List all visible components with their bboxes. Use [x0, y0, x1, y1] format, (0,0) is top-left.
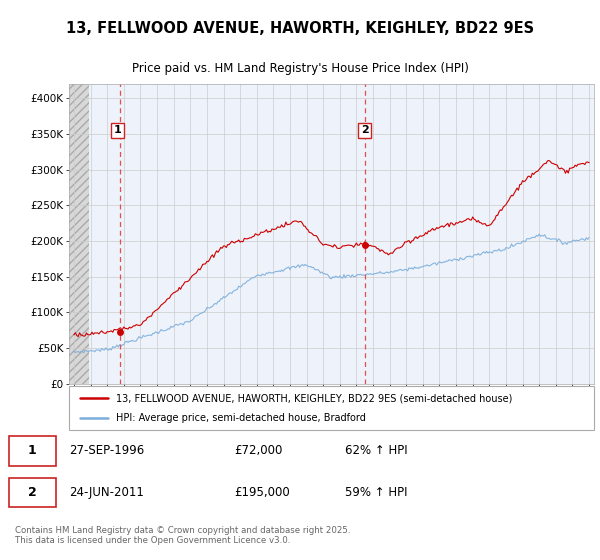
Text: HPI: Average price, semi-detached house, Bradford: HPI: Average price, semi-detached house,…: [116, 413, 366, 423]
Text: 13, FELLWOOD AVENUE, HAWORTH, KEIGHLEY, BD22 9ES (semi-detached house): 13, FELLWOOD AVENUE, HAWORTH, KEIGHLEY, …: [116, 393, 512, 403]
Text: £72,000: £72,000: [234, 444, 283, 458]
Text: Price paid vs. HM Land Registry's House Price Index (HPI): Price paid vs. HM Land Registry's House …: [131, 62, 469, 75]
Text: 13, FELLWOOD AVENUE, HAWORTH, KEIGHLEY, BD22 9ES: 13, FELLWOOD AVENUE, HAWORTH, KEIGHLEY, …: [66, 21, 534, 36]
Text: 1: 1: [113, 125, 121, 136]
Text: 59% ↑ HPI: 59% ↑ HPI: [345, 486, 407, 499]
FancyBboxPatch shape: [9, 478, 56, 507]
Text: Contains HM Land Registry data © Crown copyright and database right 2025.
This d: Contains HM Land Registry data © Crown c…: [15, 526, 350, 545]
Bar: [69, 84, 89, 384]
Text: 2: 2: [28, 486, 37, 499]
Text: 62% ↑ HPI: 62% ↑ HPI: [345, 444, 407, 458]
FancyBboxPatch shape: [9, 436, 56, 466]
Text: 27-SEP-1996: 27-SEP-1996: [69, 444, 144, 458]
Text: £195,000: £195,000: [234, 486, 290, 499]
Text: 2: 2: [361, 125, 368, 136]
Text: 1: 1: [28, 444, 37, 458]
Text: 24-JUN-2011: 24-JUN-2011: [69, 486, 144, 499]
FancyBboxPatch shape: [69, 386, 594, 430]
